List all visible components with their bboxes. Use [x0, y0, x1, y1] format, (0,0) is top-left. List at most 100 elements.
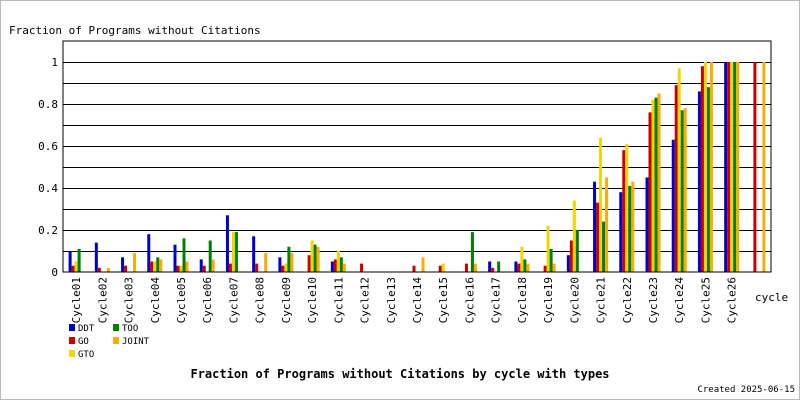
bar-joint: [264, 253, 268, 272]
bar-gto: [730, 62, 734, 272]
legend-swatch-ddt: [69, 324, 75, 331]
bar-go: [176, 265, 180, 272]
bar-too: [628, 185, 632, 272]
bar-too: [497, 261, 501, 272]
x-tick-label: Cycle12: [359, 277, 372, 323]
x-tick-label: Cycle22: [621, 277, 634, 323]
x-tick-label: Cycle13: [385, 277, 398, 323]
bars: [68, 62, 766, 273]
bar-go: [543, 265, 547, 272]
y-axis-label: Fraction of Programs without Citations: [9, 24, 261, 37]
bar-ddt: [94, 242, 98, 272]
bar-too: [602, 221, 606, 272]
legend-label-gto: GTO: [78, 350, 94, 360]
x-axis-tick-labels: Cycle01 Cycle02 Cycle03 Cycle04 Cycle05 Cycle…: [70, 277, 739, 324]
y-tick-label: 0.2: [38, 224, 58, 237]
y-tick-label: 0: [51, 266, 58, 279]
bar-too: [208, 240, 212, 272]
bar-gto: [703, 62, 707, 272]
bar-go: [438, 265, 442, 272]
bar-too: [733, 62, 737, 272]
bar-go: [307, 255, 311, 272]
legend-swatch-go: [69, 337, 75, 344]
bar-ddt: [566, 255, 570, 272]
bar-ddt: [199, 259, 203, 272]
y-tick-label: 0.6: [38, 140, 58, 153]
bar-joint: [316, 246, 320, 272]
bar-gto: [546, 225, 550, 272]
bar-go: [71, 265, 75, 272]
bar-gto: [572, 200, 576, 272]
legend-swatch-joint: [113, 337, 119, 344]
bar-gto: [153, 261, 157, 272]
created-date: Created 2025-06-15: [697, 385, 795, 395]
bar-too: [549, 248, 553, 272]
bar-go: [569, 240, 573, 272]
bar-go: [281, 265, 285, 272]
x-tick-label: Cycle01: [70, 277, 83, 323]
bar-go: [596, 202, 600, 272]
bar-gto: [284, 263, 288, 272]
bar-gto: [625, 143, 629, 272]
x-tick-label: Cycle10: [306, 277, 319, 323]
bar-too: [680, 110, 684, 272]
x-tick-label: Cycle15: [437, 277, 450, 323]
bar-joint: [683, 108, 687, 272]
bar-ddt: [147, 234, 151, 272]
legend: DDT GO GTO TOO JOINT: [69, 324, 150, 360]
bar-go: [700, 66, 704, 272]
x-tick-label: Cycle18: [516, 277, 529, 323]
bar-go: [255, 263, 259, 272]
bar-joint: [290, 253, 294, 272]
bar-joint: [552, 263, 556, 272]
legend-swatch-too: [113, 324, 119, 331]
bar-joint: [631, 181, 635, 272]
bar-go: [753, 62, 757, 272]
x-tick-label: Cycle25: [699, 277, 712, 323]
bar-gto: [310, 240, 314, 272]
y-tick-label: 0.8: [38, 98, 58, 111]
bar-ddt: [697, 91, 701, 273]
bar-too: [156, 257, 160, 272]
bar-too: [706, 87, 710, 272]
bar-joint: [133, 253, 137, 272]
bar-ddt: [514, 261, 518, 272]
bar-go: [333, 259, 337, 272]
bar-too: [654, 97, 658, 272]
bar-gto: [441, 263, 445, 272]
bar-ddt: [488, 261, 492, 272]
bar-ddt: [645, 177, 649, 272]
bar-go: [150, 261, 154, 272]
bar-too: [470, 232, 474, 272]
bar-gto: [677, 68, 681, 272]
x-tick-label: Cycle09: [280, 277, 293, 323]
y-tick-label: 1: [51, 56, 58, 69]
legend-label-joint: JOINT: [122, 337, 150, 347]
bar-gto: [520, 246, 524, 272]
bar-joint: [473, 263, 477, 272]
y-tick-label: 0.4: [38, 182, 58, 195]
bar-too: [234, 232, 238, 272]
bar-joint: [526, 263, 530, 272]
x-tick-label: Cycle26: [726, 277, 739, 323]
bar-go: [228, 263, 232, 272]
bar-too: [313, 244, 317, 272]
bar-go: [622, 150, 626, 272]
bar-too: [77, 248, 81, 272]
bar-go: [97, 267, 101, 272]
bar-joint: [106, 267, 110, 272]
bar-too: [182, 238, 186, 272]
x-axis-label: cycle: [755, 291, 788, 304]
bar-joint: [185, 261, 189, 272]
bar-go: [412, 265, 416, 272]
bar-joint: [605, 177, 609, 272]
x-tick-label: Cycle08: [254, 277, 267, 323]
x-tick-label: Cycle20: [568, 277, 581, 323]
x-tick-label: Cycle11: [332, 277, 345, 323]
legend-label-ddt: DDT: [78, 324, 95, 334]
bar-go: [517, 263, 521, 272]
bar-joint: [709, 62, 713, 272]
x-tick-label: Cycle24: [673, 277, 686, 324]
bar-joint: [762, 62, 766, 272]
